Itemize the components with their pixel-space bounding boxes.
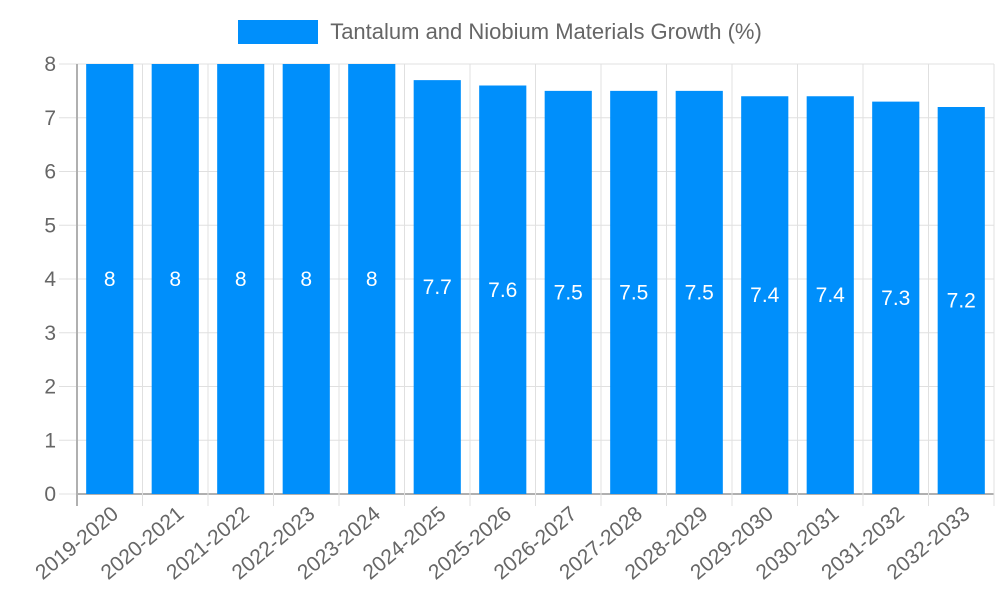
bar[interactable] bbox=[217, 64, 265, 494]
bar[interactable] bbox=[479, 85, 527, 495]
y-tick-label: 0 bbox=[44, 483, 56, 506]
y-tick-label: 1 bbox=[44, 429, 56, 452]
bar-value-label: 7.7 bbox=[423, 276, 452, 299]
chart-legend: Tantalum and Niobium Materials Growth (%… bbox=[0, 19, 1000, 45]
y-tick-label: 8 bbox=[44, 53, 56, 76]
bar[interactable] bbox=[675, 90, 723, 494]
bar-value-label: 7.6 bbox=[488, 279, 517, 302]
y-tick-label: 2 bbox=[44, 376, 56, 399]
bar-value-label: 7.3 bbox=[881, 287, 910, 310]
bar-value-label: 7.4 bbox=[816, 284, 846, 307]
bar-value-label: 7.5 bbox=[619, 281, 648, 304]
bar-value-label: 7.2 bbox=[947, 290, 976, 313]
bar-value-label: 7.5 bbox=[554, 281, 583, 304]
bar-value-label: 8 bbox=[104, 268, 116, 291]
bar[interactable] bbox=[282, 64, 330, 494]
bar[interactable] bbox=[348, 64, 396, 494]
bar-value-label: 7.5 bbox=[685, 281, 714, 304]
bar-value-label: 8 bbox=[235, 268, 247, 291]
bar-value-label: 8 bbox=[169, 268, 181, 291]
bar[interactable] bbox=[610, 90, 658, 494]
legend-label[interactable]: Tantalum and Niobium Materials Growth (%… bbox=[330, 19, 762, 44]
bar[interactable] bbox=[741, 96, 789, 494]
bar[interactable] bbox=[937, 107, 985, 494]
bar[interactable] bbox=[413, 80, 461, 494]
bar[interactable] bbox=[544, 90, 592, 494]
legend-swatch[interactable] bbox=[238, 20, 319, 44]
bar-value-label: 8 bbox=[366, 268, 378, 291]
bar[interactable] bbox=[872, 101, 920, 494]
bar-value-label: 7.4 bbox=[750, 284, 780, 307]
y-tick-label: 7 bbox=[44, 107, 56, 130]
bar[interactable] bbox=[806, 96, 854, 494]
y-tick-label: 5 bbox=[44, 214, 56, 237]
y-tick-label: 4 bbox=[44, 268, 56, 291]
y-tick-label: 6 bbox=[44, 161, 56, 184]
y-tick-label: 3 bbox=[44, 322, 56, 345]
bar[interactable] bbox=[151, 64, 199, 494]
bar[interactable] bbox=[86, 64, 134, 494]
bar-value-label: 8 bbox=[300, 268, 312, 291]
